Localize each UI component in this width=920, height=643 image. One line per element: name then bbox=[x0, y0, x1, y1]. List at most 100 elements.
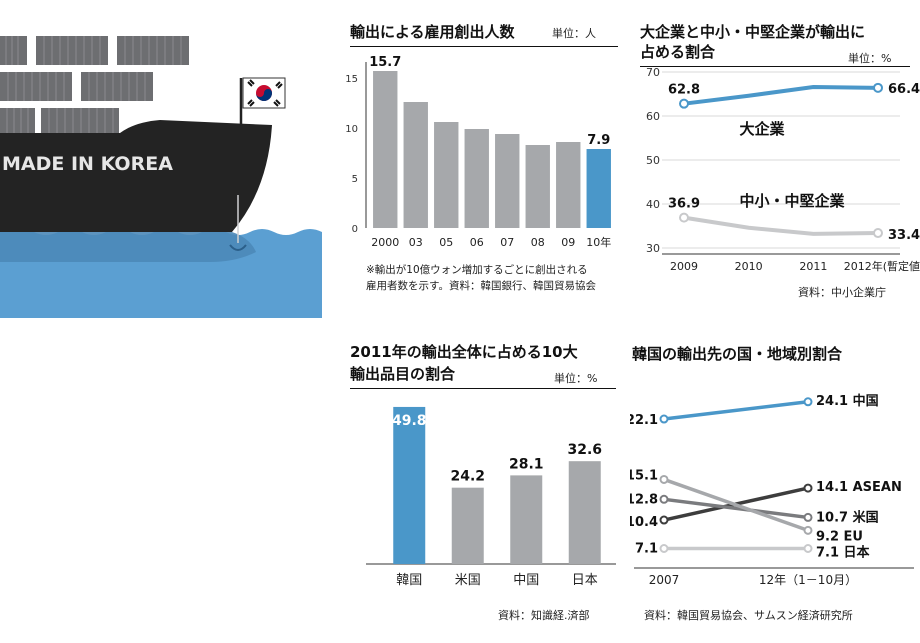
series-line bbox=[663, 477, 809, 533]
destinations-chart-panel: 韓国の輸出先の国・地域別割合 22.1 24.1 中国 10.4 14.1 ASEAN… bbox=[630, 330, 920, 643]
x-tick-label: 06 bbox=[470, 236, 484, 249]
firm-share-chart-panel: 大企業と中小・中堅企業が輸出に 占める割合 単位：% 30 40 50 60 70 200… bbox=[630, 0, 920, 320]
cargo-ship-image: MADE IN KOREA bbox=[0, 36, 322, 318]
bar bbox=[373, 71, 398, 228]
data-label: 22.1 bbox=[630, 413, 658, 428]
bar bbox=[510, 475, 543, 564]
data-point bbox=[659, 544, 669, 554]
y-tick-label: 60 bbox=[646, 110, 660, 123]
data-label: 28.1 bbox=[509, 456, 544, 472]
x-tick-label: 07 bbox=[500, 236, 514, 249]
x-tick-label: 2010 bbox=[735, 260, 763, 273]
data-label: 10.7 米国 bbox=[816, 509, 879, 525]
data-point bbox=[803, 397, 813, 407]
employment-unit: 単位：人 bbox=[552, 27, 596, 40]
firm-share-title-line1: 大企業と中小・中堅企業が輸出に bbox=[640, 23, 866, 41]
data-point bbox=[873, 228, 883, 239]
data-label: 62.8 bbox=[668, 83, 700, 98]
data-point bbox=[803, 544, 813, 554]
top10-bar-chart: 49.8 韓国 24.2 米国 28.1 中国 32.6 日本 bbox=[366, 406, 616, 588]
data-label: 49.8 bbox=[392, 413, 427, 429]
bar bbox=[586, 149, 611, 228]
destinations-line-chart: 22.1 24.1 中国 10.4 14.1 ASEAN 12.8 10.7 米国 15.1… bbox=[630, 393, 914, 587]
x-tick-label: 2011 bbox=[799, 260, 827, 273]
x-tick-label: 05 bbox=[439, 236, 453, 249]
top10-chart-panel: 2011年の輸出全体に占める10大 輸出品目の割合 単位：% 49.8 韓国 24.… bbox=[332, 330, 622, 643]
y-tick-label: 30 bbox=[646, 242, 660, 255]
bar bbox=[568, 461, 601, 564]
bar bbox=[434, 122, 459, 228]
data-point bbox=[679, 212, 689, 223]
data-label: 12.8 bbox=[630, 492, 658, 507]
data-label: 32.6 bbox=[567, 442, 602, 458]
data-point bbox=[659, 414, 669, 424]
x-tick-label: 08 bbox=[531, 236, 545, 249]
x-tick-label: 2009 bbox=[670, 260, 698, 273]
firm-share-line-chart: 30 40 50 60 70 2009 2010 2011 2012年(暫定値) 62.8 66.4… bbox=[646, 66, 920, 273]
series-line bbox=[683, 215, 879, 236]
data-label: 7.1 bbox=[635, 542, 658, 557]
x-tick-label: 米国 bbox=[455, 573, 481, 588]
y-tick-label: 70 bbox=[646, 66, 660, 79]
series-name-label: 中小・中堅企業 bbox=[739, 192, 845, 210]
data-label: 15.7 bbox=[369, 55, 401, 70]
destinations-title: 韓国の輸出先の国・地域別割合 bbox=[632, 345, 843, 363]
data-label: 10.4 bbox=[630, 515, 658, 530]
bar bbox=[525, 145, 550, 228]
y-tick-label: 10 bbox=[345, 124, 358, 135]
x-tick-label: 2007 bbox=[649, 573, 680, 587]
y-tick-label: 15 bbox=[345, 74, 358, 85]
top10-unit: 単位：% bbox=[554, 372, 598, 385]
firm-share-source: 資料：中小企業庁 bbox=[798, 286, 886, 299]
employment-chart-panel: 輸出による雇用創出人数 単位：人 0 5 10 15 2000 15.7 03 05 06 07 0… bbox=[332, 0, 622, 320]
data-label: 36.9 bbox=[668, 197, 700, 212]
bar bbox=[495, 134, 520, 228]
hull-text: MADE IN KOREA bbox=[2, 153, 173, 175]
firm-share-title-line2: 占める割合 bbox=[640, 43, 716, 61]
data-label: 7.9 bbox=[587, 133, 610, 148]
x-tick-label: 10年 bbox=[586, 235, 611, 249]
y-tick-label: 40 bbox=[646, 198, 660, 211]
bar bbox=[464, 129, 489, 228]
title-rule bbox=[350, 388, 616, 389]
data-point bbox=[803, 512, 813, 522]
title-rule bbox=[640, 66, 910, 67]
employment-note-line1: ※輸出が10億ウォン増加するごとに創出される bbox=[366, 264, 588, 276]
data-label: 33.4 bbox=[888, 228, 920, 243]
series-line bbox=[663, 497, 809, 520]
x-tick-label: 2012年(暫定値) bbox=[844, 259, 920, 273]
x-tick-label: 韓国 bbox=[396, 573, 422, 588]
bar bbox=[393, 406, 426, 564]
ship-hull bbox=[0, 120, 272, 232]
x-tick-label: 日本 bbox=[572, 573, 598, 588]
employment-note-line2: 雇用者数を示す。資料：韓国銀行、韓国貿易協会 bbox=[366, 280, 596, 292]
x-tick-label: 中国 bbox=[513, 573, 539, 588]
y-tick-label: 5 bbox=[352, 174, 358, 185]
data-label: 24.1 中国 bbox=[816, 393, 879, 409]
bar bbox=[556, 142, 581, 228]
series-name-label: 大企業 bbox=[739, 120, 785, 138]
ship-illustration: MADE IN KOREA bbox=[0, 0, 322, 318]
data-label: 7.1 日本 bbox=[816, 545, 870, 561]
y-tick-label: 50 bbox=[646, 154, 660, 167]
data-point bbox=[659, 494, 669, 504]
bar bbox=[403, 102, 428, 228]
data-point bbox=[803, 525, 813, 535]
data-point bbox=[803, 483, 813, 493]
title-rule bbox=[350, 46, 618, 47]
data-label: 24.2 bbox=[450, 469, 485, 485]
data-label: 66.4 bbox=[888, 82, 920, 97]
bar bbox=[451, 487, 484, 564]
data-point bbox=[659, 515, 669, 525]
x-tick-label: 03 bbox=[409, 236, 423, 249]
series-line bbox=[663, 400, 809, 421]
y-tick-label: 0 bbox=[352, 224, 358, 235]
data-label: 15.1 bbox=[630, 468, 658, 483]
employment-title: 輸出による雇用創出人数 bbox=[350, 23, 515, 41]
x-tick-label: 12年（1－10月） bbox=[759, 573, 857, 587]
firm-share-unit: 単位：% bbox=[848, 52, 892, 65]
x-tick-label: 2000 bbox=[371, 236, 399, 249]
top10-source: 資料：知識経.済部 bbox=[498, 609, 590, 622]
data-point bbox=[873, 82, 883, 93]
